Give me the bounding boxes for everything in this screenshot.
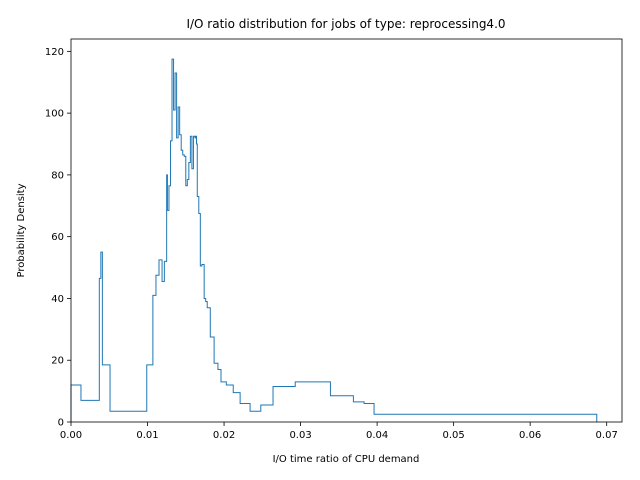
y-tick-label: 40 [51, 294, 64, 305]
y-axis-label: Probability Density [16, 183, 27, 277]
axes-frame [70, 38, 623, 423]
y-tick-label: 80 [51, 170, 64, 181]
x-tick-label: 0.06 [519, 430, 541, 441]
x-tick-label: 0.01 [136, 430, 158, 441]
distribution-step-line [70, 58, 598, 422]
x-tick-label: 0.07 [596, 430, 618, 441]
x-tick-label: 0.03 [289, 430, 311, 441]
y-tick-label: 100 [45, 109, 64, 120]
x-axis: 0.00 0.01 0.02 0.03 0.04 0.05 0.06 0.07 [60, 422, 618, 441]
y-tick-label: 0 [58, 418, 64, 429]
y-tick-label: 120 [45, 47, 64, 58]
y-tick-label: 60 [51, 232, 64, 243]
x-axis-label: I/O time ratio of CPU demand [273, 454, 420, 465]
chart-title: I/O ratio distribution for jobs of type:… [186, 17, 505, 31]
y-axis: 0 20 40 60 80 100 120 [45, 47, 71, 429]
plot-area [70, 38, 623, 423]
x-tick-label: 0.04 [366, 430, 388, 441]
y-tick-label: 20 [51, 356, 64, 367]
x-tick-label: 0.05 [443, 430, 465, 441]
x-tick-label: 0.00 [60, 430, 82, 441]
x-tick-label: 0.02 [213, 430, 235, 441]
